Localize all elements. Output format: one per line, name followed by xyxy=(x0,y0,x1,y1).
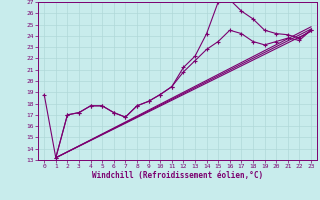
X-axis label: Windchill (Refroidissement éolien,°C): Windchill (Refroidissement éolien,°C) xyxy=(92,171,263,180)
